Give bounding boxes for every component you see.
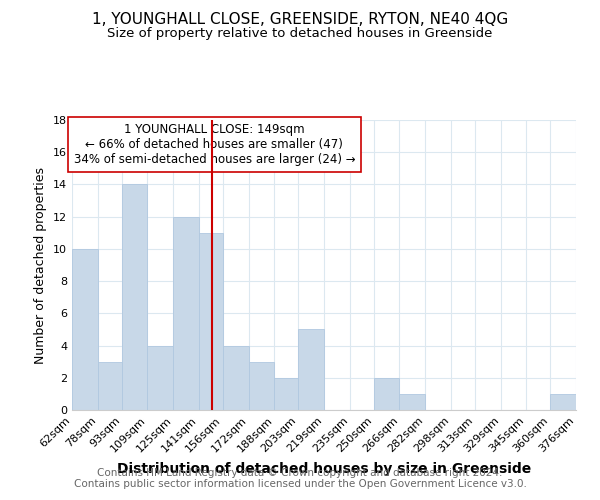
Bar (274, 378, 298, 410)
Bar (550, 394, 576, 410)
Bar (173, 216, 199, 410)
Bar (98, 362, 122, 410)
Text: Size of property relative to detached houses in Greenside: Size of property relative to detached ho… (107, 28, 493, 40)
Text: Contains public sector information licensed under the Open Government Licence v3: Contains public sector information licen… (74, 479, 526, 489)
Bar (122, 184, 148, 410)
Text: 1 YOUNGHALL CLOSE: 149sqm
← 66% of detached houses are smaller (47)
34% of semi-: 1 YOUNGHALL CLOSE: 149sqm ← 66% of detac… (74, 123, 355, 166)
Bar (72, 249, 98, 410)
Bar (400, 394, 425, 410)
Bar (148, 346, 173, 410)
Text: 1, YOUNGHALL CLOSE, GREENSIDE, RYTON, NE40 4QG: 1, YOUNGHALL CLOSE, GREENSIDE, RYTON, NE… (92, 12, 508, 28)
Bar (199, 233, 223, 410)
X-axis label: Distribution of detached houses by size in Greenside: Distribution of detached houses by size … (117, 462, 531, 476)
Text: Contains HM Land Registry data © Crown copyright and database right 2024.: Contains HM Land Registry data © Crown c… (97, 468, 503, 477)
Bar (298, 330, 324, 410)
Bar (374, 378, 400, 410)
Y-axis label: Number of detached properties: Number of detached properties (34, 166, 47, 364)
Bar (248, 362, 274, 410)
Bar (223, 346, 248, 410)
